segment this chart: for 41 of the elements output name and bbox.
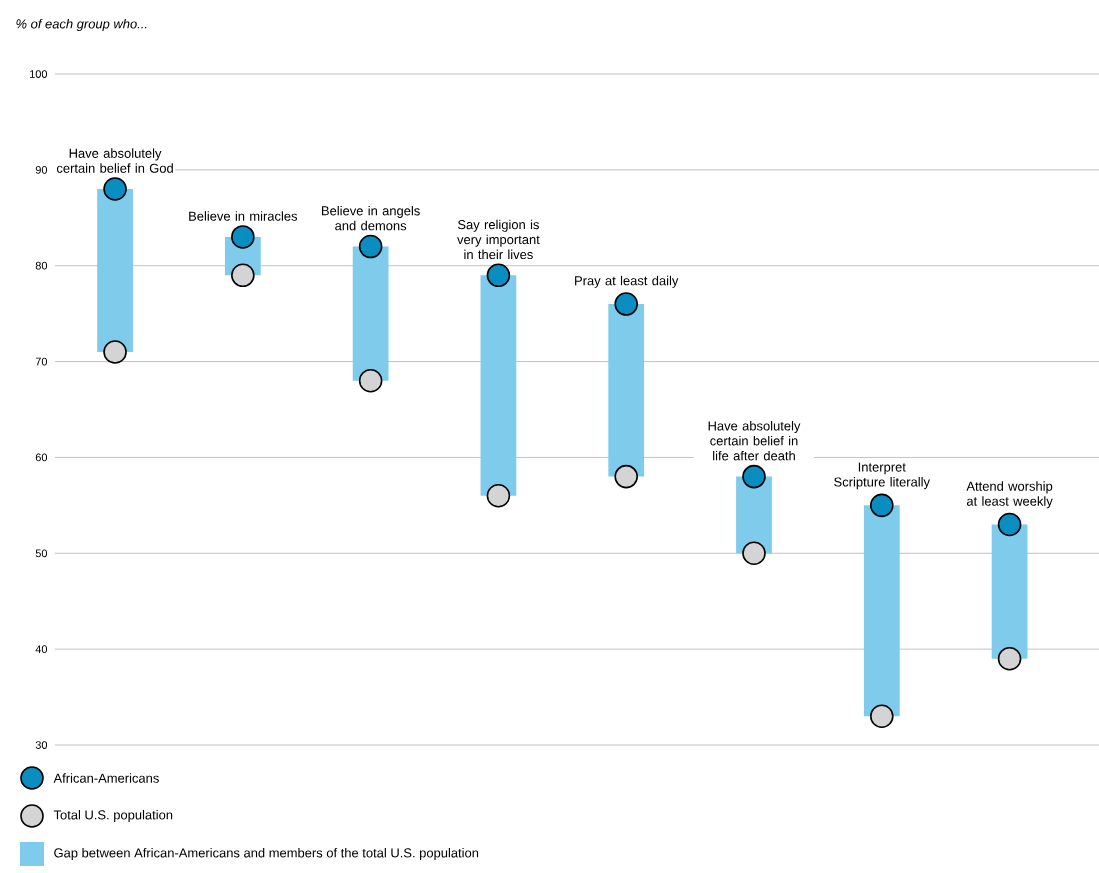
- bar: [863, 505, 900, 717]
- x-tick-label: Pray at least daily: [575, 275, 679, 288]
- y-tick-label: 40: [35, 645, 48, 654]
- x-tick-label: Believe in miracles: [189, 211, 298, 221]
- y-tick-label: 80: [35, 261, 48, 270]
- point: [103, 177, 127, 201]
- x-tick-label: Attend worship at least weekly: [966, 481, 1053, 509]
- point: [231, 263, 255, 288]
- legend-label: African-Americans: [53, 773, 159, 783]
- bar: [97, 189, 133, 352]
- point: [614, 292, 639, 316]
- bar: [352, 246, 389, 381]
- point: [742, 541, 766, 566]
- point: [231, 225, 255, 249]
- x-tick-label: Say religion is very important in their lives: [457, 219, 540, 260]
- x-tick-label: Have absolutely certain belief in life after death: [708, 420, 801, 461]
- point: [997, 646, 1022, 671]
- x-tick-label: Have absolutely certain belief in God: [56, 148, 173, 173]
- chart-title: % of each group who...: [16, 18, 147, 32]
- y-tick-label: 60: [35, 453, 48, 462]
- point: [614, 464, 639, 489]
- point: [997, 512, 1022, 537]
- point: [869, 704, 894, 729]
- point: [486, 483, 511, 508]
- x-tick-label: Believe in angels and demons: [322, 205, 420, 231]
- point: [486, 263, 511, 288]
- point: [742, 464, 766, 489]
- y-tick-label: 90: [35, 165, 48, 174]
- point: [358, 234, 383, 259]
- y-tick-label: 100: [30, 70, 48, 78]
- point: [869, 493, 894, 518]
- legend-label: Total U.S. population: [53, 809, 173, 823]
- bar: [480, 275, 517, 496]
- bar: [608, 304, 645, 477]
- y-tick-label: 70: [35, 357, 48, 366]
- point: [103, 340, 127, 364]
- y-tick-label: 50: [35, 549, 48, 558]
- y-tick-label: 30: [35, 741, 48, 749]
- point: [358, 368, 383, 393]
- legend-label: Gap between African-Americans and members of the total U.S. population: [54, 847, 479, 861]
- x-tick-label: Interpret Scripture literally: [834, 462, 930, 490]
